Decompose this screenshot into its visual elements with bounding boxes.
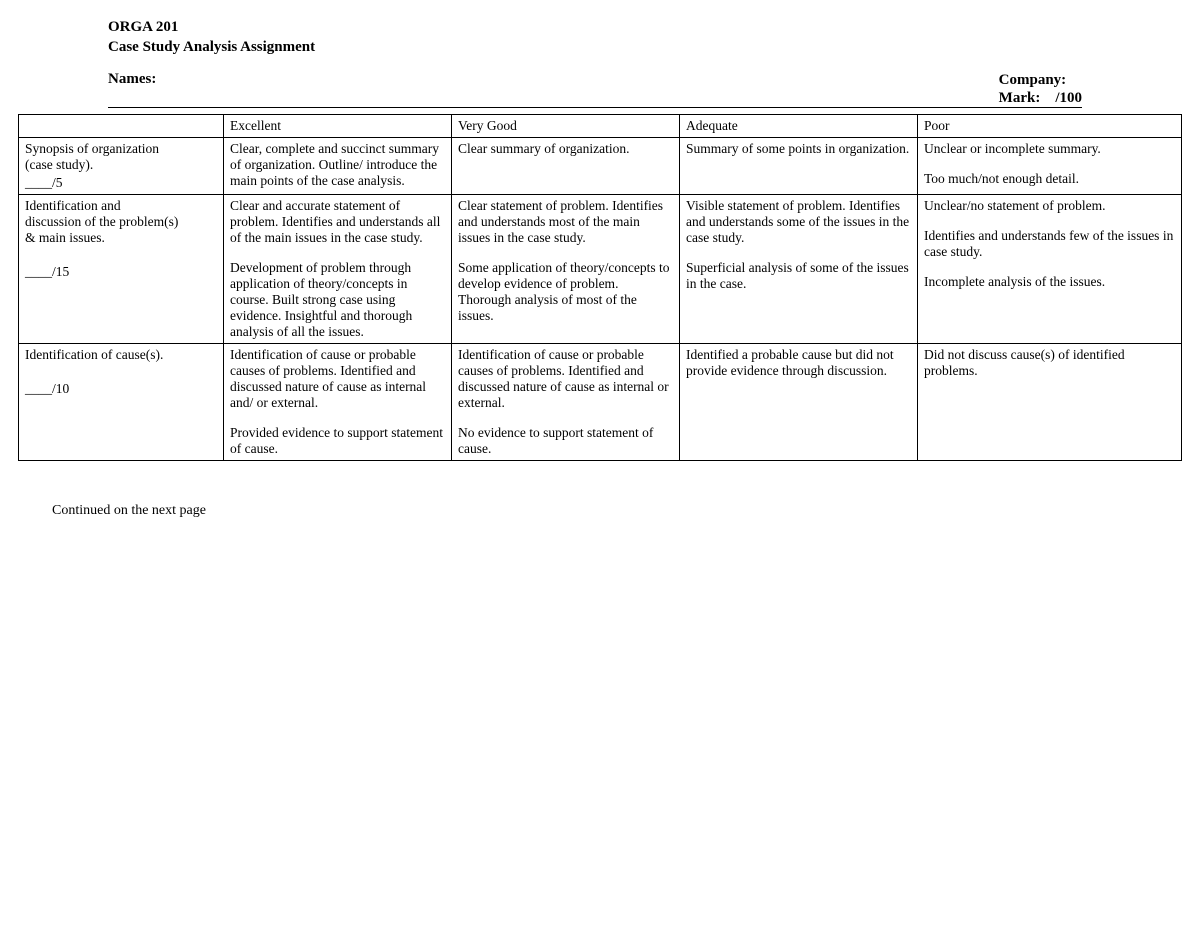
- poor-cell: Unclear/no statement of problem. Identif…: [918, 195, 1182, 344]
- col-adequate: Adequate: [680, 115, 918, 138]
- criterion-line: (case study).: [25, 157, 217, 173]
- assignment-title: Case Study Analysis Assignment: [108, 38, 1182, 58]
- very-good-cell: Clear statement of problem. Identifies a…: [452, 195, 680, 344]
- criterion-score: ____/15: [25, 264, 217, 280]
- cell-paragraph: Clear statement of problem. Identifies a…: [458, 198, 673, 246]
- criterion-score: ____/10: [25, 381, 217, 397]
- cell-paragraph: Identification of cause or probable caus…: [230, 347, 445, 411]
- criterion-line: Identification and: [25, 198, 217, 214]
- company-label: Company:: [999, 71, 1082, 89]
- excellent-cell: Clear and accurate statement of problem.…: [224, 195, 452, 344]
- criterion-score: ____/5: [25, 175, 217, 191]
- cell-paragraph: Development of problem through applicati…: [230, 260, 445, 340]
- cell-paragraph: Superficial analysis of some of the issu…: [686, 260, 911, 292]
- cell-paragraph: Unclear or incomplete summary.: [924, 141, 1175, 157]
- table-header-row: Excellent Very Good Adequate Poor: [19, 115, 1182, 138]
- poor-cell: Did not discuss cause(s) of identified p…: [918, 344, 1182, 461]
- mark-total: /100: [1055, 90, 1082, 106]
- criterion-line: Identification of cause(s).: [25, 347, 217, 363]
- names-label: Names:: [108, 71, 156, 107]
- adequate-cell: Identified a probable cause but did not …: [680, 344, 918, 461]
- col-very-good: Very Good: [452, 115, 680, 138]
- col-blank: [19, 115, 224, 138]
- criterion-blank: [25, 363, 217, 379]
- adequate-cell: Summary of some points in organization.: [680, 138, 918, 195]
- table-row: Identification of cause(s). ____/10 Iden…: [19, 344, 1182, 461]
- criterion-cell: Synopsis of organization (case study). _…: [19, 138, 224, 195]
- criterion-line: & main issues.: [25, 230, 217, 246]
- col-excellent: Excellent: [224, 115, 452, 138]
- mark-label: Mark:: [999, 90, 1041, 106]
- criterion-cell: Identification and discussion of the pro…: [19, 195, 224, 344]
- cell-paragraph: Clear and accurate statement of problem.…: [230, 198, 445, 246]
- document-header: ORGA 201 Case Study Analysis Assignment: [108, 18, 1182, 57]
- rubric-table: Excellent Very Good Adequate Poor Synops…: [18, 114, 1182, 461]
- very-good-cell: Identification of cause or probable caus…: [452, 344, 680, 461]
- info-right: Company: Mark: /100: [999, 71, 1082, 107]
- cell-paragraph: Visible statement of problem. Identifies…: [686, 198, 911, 246]
- course-code: ORGA 201: [108, 18, 1182, 38]
- mark-line: Mark: /100: [999, 89, 1082, 107]
- continued-note: Continued on the next page: [52, 503, 1182, 519]
- excellent-cell: Identification of cause or probable caus…: [224, 344, 452, 461]
- criterion-cell: Identification of cause(s). ____/10: [19, 344, 224, 461]
- cell-paragraph: Some application of theory/concepts to d…: [458, 260, 673, 324]
- col-poor: Poor: [918, 115, 1182, 138]
- cell-paragraph: Provided evidence to support statement o…: [230, 425, 445, 457]
- cell-paragraph: Identifies and understands few of the is…: [924, 228, 1175, 260]
- criterion-line: Synopsis of organization: [25, 141, 217, 157]
- poor-cell: Unclear or incomplete summary. Too much/…: [918, 138, 1182, 195]
- cell-paragraph: No evidence to support statement of caus…: [458, 425, 673, 457]
- info-row: Names: Company: Mark: /100: [108, 71, 1082, 108]
- cell-paragraph: Unclear/no statement of problem.: [924, 198, 1175, 214]
- adequate-cell: Visible statement of problem. Identifies…: [680, 195, 918, 344]
- very-good-cell: Clear summary of organization.: [452, 138, 680, 195]
- excellent-cell: Clear, complete and succinct summary of …: [224, 138, 452, 195]
- cell-paragraph: Too much/not enough detail.: [924, 171, 1175, 187]
- cell-paragraph: Identification of cause or probable caus…: [458, 347, 673, 411]
- table-row: Synopsis of organization (case study). _…: [19, 138, 1182, 195]
- criterion-blank: [25, 246, 217, 262]
- criterion-line: discussion of the problem(s): [25, 214, 217, 230]
- table-row: Identification and discussion of the pro…: [19, 195, 1182, 344]
- cell-paragraph: Incomplete analysis of the issues.: [924, 274, 1175, 290]
